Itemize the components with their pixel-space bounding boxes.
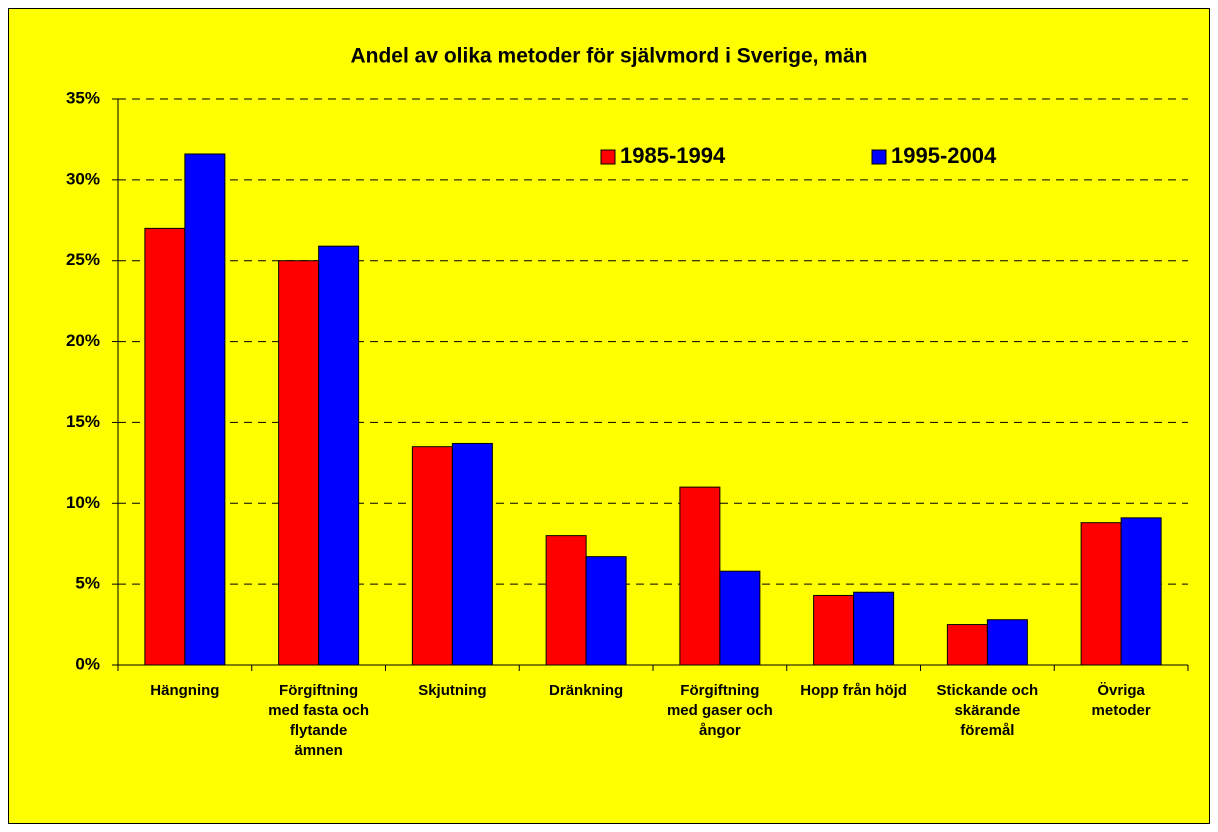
- legend-swatch: [600, 149, 616, 165]
- bar: [946, 624, 988, 666]
- bar: [451, 442, 493, 666]
- chart-title: Andel av olika metoder för självmord i S…: [350, 45, 867, 68]
- bar: [853, 591, 895, 666]
- legend-label: 1985-1994: [620, 143, 726, 168]
- y-tick-label: 25%: [66, 250, 100, 269]
- bar: [184, 153, 226, 666]
- legend-label: 1995-2004: [891, 143, 997, 168]
- bar: [318, 245, 360, 666]
- bar: [144, 227, 186, 666]
- y-tick-label: 30%: [66, 169, 100, 188]
- x-tick-label: Hopp från höjd: [800, 682, 907, 699]
- bar: [813, 594, 855, 666]
- bar: [679, 486, 721, 666]
- x-tick-label: Dränkning: [549, 682, 624, 699]
- x-tick-label: Skjutning: [418, 682, 487, 699]
- y-tick-label: 35%: [66, 88, 100, 107]
- y-tick-label: 0%: [75, 654, 100, 673]
- x-tick-label: Övriga metoder: [1091, 682, 1151, 719]
- bar: [719, 570, 761, 666]
- bar: [1120, 517, 1162, 666]
- y-tick-label: 15%: [66, 412, 100, 431]
- x-tick-label: Hängning: [150, 682, 220, 699]
- bar: [411, 446, 453, 666]
- bar: [278, 260, 320, 666]
- legend-swatch: [871, 149, 887, 165]
- x-tick-label: Förgiftning med gaser och ångor: [666, 682, 773, 739]
- bar: [986, 619, 1028, 666]
- bar: [545, 535, 587, 666]
- x-tick-label: Förgiftning med fasta och flytande ämnen: [268, 682, 370, 759]
- y-tick-label: 5%: [75, 574, 100, 593]
- y-tick-label: 20%: [66, 331, 100, 350]
- x-tick-label: Stickande och skärande föremål: [936, 682, 1039, 739]
- bar: [585, 556, 627, 666]
- bar: [1080, 522, 1122, 666]
- y-tick-label: 10%: [66, 493, 100, 512]
